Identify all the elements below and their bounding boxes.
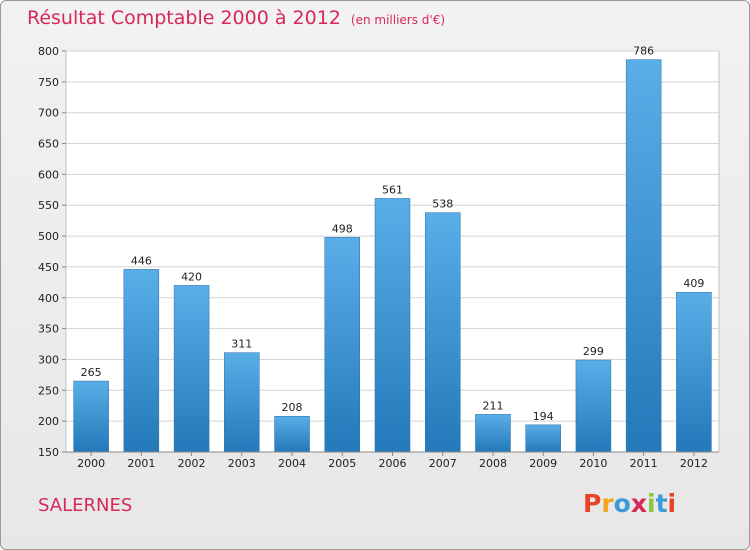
bar-value-label: 265	[81, 366, 102, 379]
logo-letter: r	[601, 489, 614, 518]
bar	[224, 352, 260, 453]
logo-letter: o	[613, 489, 631, 518]
bar-value-label: 786	[633, 45, 654, 58]
x-tick-label: 2008	[479, 457, 507, 470]
logo-letter: i	[667, 489, 677, 518]
bar	[625, 59, 662, 453]
bar	[274, 415, 310, 453]
proxiti-logo: Proxiti	[583, 489, 676, 518]
x-tick-label: 2010	[579, 457, 607, 470]
bar	[475, 414, 511, 453]
bar	[324, 237, 361, 453]
y-tick-label: 700	[38, 107, 59, 120]
bar-value-label: 409	[683, 277, 704, 290]
bar	[173, 285, 210, 453]
y-tick-label: 600	[38, 168, 59, 181]
bar	[374, 198, 411, 453]
bar	[575, 359, 612, 453]
bar-value-label: 420	[181, 270, 202, 283]
x-tick-label: 2003	[228, 457, 256, 470]
logo-letter: x	[630, 489, 647, 518]
y-tick-label: 750	[38, 76, 59, 89]
bar-value-label: 211	[482, 399, 503, 412]
bar-value-label: 194	[533, 410, 554, 423]
logo-letter: P	[583, 489, 602, 518]
y-tick-label: 350	[38, 323, 59, 336]
title-text: Résultat Comptable 2000 à 2012	[27, 7, 341, 29]
bar-value-label: 446	[131, 254, 152, 267]
bar-value-label: 498	[332, 222, 353, 235]
chart-title: Résultat Comptable 2000 à 2012 (en millie…	[27, 7, 445, 29]
x-tick-label: 2004	[278, 457, 306, 470]
x-tick-label: 2002	[178, 457, 206, 470]
x-tick-label: 2000	[77, 457, 105, 470]
y-tick-label: 800	[38, 45, 59, 58]
y-tick-label: 200	[38, 415, 59, 428]
x-tick-label: 2005	[328, 457, 356, 470]
x-tick-label: 2001	[127, 457, 155, 470]
bar	[676, 291, 712, 453]
logo-letter: t	[655, 489, 668, 518]
x-tick-label: 2006	[379, 457, 407, 470]
y-tick-label: 250	[38, 384, 59, 397]
x-tick-label: 2009	[529, 457, 557, 470]
bar	[424, 212, 461, 453]
bar-value-label: 561	[382, 183, 403, 196]
bar-value-label: 299	[583, 345, 604, 358]
bar-value-label: 311	[231, 338, 252, 351]
y-tick-label: 450	[38, 261, 59, 274]
place-name: SALERNES	[38, 495, 133, 516]
y-tick-label: 150	[38, 446, 59, 459]
y-tick-label: 400	[38, 292, 59, 305]
y-tick-label: 500	[38, 230, 59, 243]
bar-value-label: 208	[282, 401, 303, 414]
bar-value-label: 538	[432, 198, 453, 211]
y-tick-label: 300	[38, 353, 59, 366]
y-tick-label: 550	[38, 199, 59, 212]
logo-letter: i	[647, 489, 656, 518]
x-tick-label: 2012	[680, 457, 708, 470]
x-tick-label: 2011	[630, 457, 658, 470]
bar	[73, 380, 109, 453]
x-tick-label: 2007	[429, 457, 457, 470]
y-tick-label: 650	[38, 138, 59, 151]
bar	[123, 269, 160, 453]
chart-subtitle: (en milliers d'€)	[350, 13, 446, 27]
bar	[525, 424, 561, 453]
